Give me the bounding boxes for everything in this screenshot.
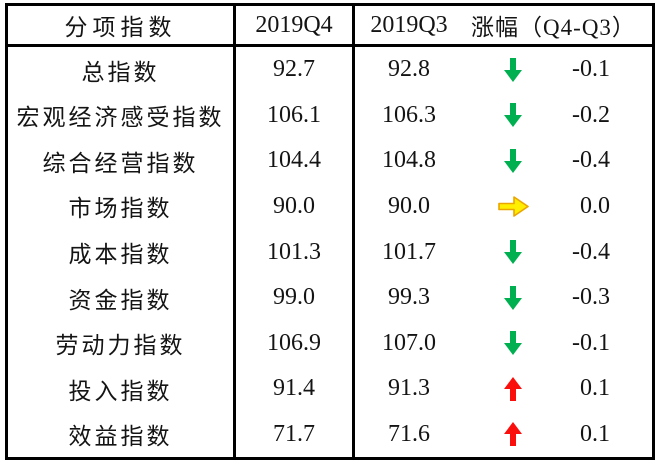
row-name: 效益指数 [8, 411, 236, 458]
row-q3-value: 101.7 [382, 238, 436, 265]
trend-arrow [463, 376, 563, 402]
down-arrow-icon [504, 285, 522, 310]
table-row: 总指数 92.7 92.8 -0.1 [8, 47, 652, 93]
table-row: 投入指数 91.4 91.3 0.1 [8, 365, 652, 412]
down-arrow-icon [504, 103, 522, 128]
row-name: 总指数 [8, 47, 236, 93]
row-q4-value: 104.4 [236, 138, 355, 184]
down-arrow-icon [504, 57, 522, 82]
row-q4-value: 90.0 [236, 183, 355, 230]
table-header-row: 分项指数 2019Q4 2019Q3 涨幅（Q4-Q3） [8, 6, 652, 47]
row-q3-value: 106.3 [382, 101, 436, 128]
row-q3-value: 91.3 [388, 375, 430, 402]
table-row: 资金指数 99.0 99.3 -0.3 [8, 274, 652, 321]
down-arrow-icon [504, 148, 522, 173]
row-change-value: -0.2 [572, 101, 610, 128]
row-name: 劳动力指数 [8, 320, 236, 366]
row-change-value: -0.3 [572, 284, 610, 311]
trend-arrow [463, 148, 563, 174]
row-q4-value: 101.3 [236, 229, 355, 275]
table-row: 宏观经济感受指数 106.1 106.3 -0.2 [8, 92, 652, 139]
row-name: 资金指数 [8, 274, 236, 321]
trend-arrow [463, 57, 563, 83]
row-change-value: 0.1 [580, 375, 610, 402]
row-name: 成本指数 [8, 229, 236, 275]
table-row: 综合经营指数 104.4 104.8 -0.4 [8, 138, 652, 184]
row-change-value: 0.0 [580, 192, 610, 219]
header-q3-and-change: 2019Q3 涨幅（Q4-Q3） [355, 6, 652, 44]
table-row: 效益指数 71.7 71.6 0.1 [8, 411, 652, 458]
row-q3-value: 71.6 [388, 420, 430, 447]
row-q3-value: 90.0 [388, 192, 430, 219]
up-arrow-icon [504, 376, 522, 401]
header-change: 涨幅（Q4-Q3） [471, 15, 636, 40]
trend-arrow [463, 102, 563, 128]
row-q4-value: 71.7 [236, 411, 355, 458]
row-name: 投入指数 [8, 365, 236, 412]
row-change-value: -0.4 [572, 238, 610, 265]
row-q4-value: 106.1 [236, 92, 355, 139]
row-q4-value: 92.7 [236, 47, 355, 93]
header-subindex: 分项指数 [8, 6, 236, 44]
down-arrow-icon [504, 240, 522, 265]
table-row: 市场指数 90.0 90.0 0.0 [8, 183, 652, 230]
row-change-value: 0.1 [580, 420, 610, 447]
row-q3-value: 99.3 [388, 284, 430, 311]
row-q3-value: 104.8 [382, 147, 436, 174]
table-row: 成本指数 101.3 101.7 -0.4 [8, 229, 652, 275]
row-change-value: -0.1 [572, 56, 610, 83]
trend-arrow [463, 421, 563, 447]
down-arrow-icon [504, 331, 522, 356]
row-name: 市场指数 [8, 183, 236, 230]
row-q4-value: 106.9 [236, 320, 355, 366]
row-q3-value: 92.8 [388, 56, 430, 83]
index-table: 分项指数 2019Q4 2019Q3 涨幅（Q4-Q3） 总指数 92.7 92… [5, 3, 655, 460]
up-arrow-icon [504, 422, 522, 447]
header-2019q3: 2019Q3 [370, 11, 448, 38]
row-q4-value: 99.0 [236, 274, 355, 321]
trend-arrow [463, 239, 563, 265]
trend-arrow [463, 285, 563, 311]
trend-arrow [463, 330, 563, 356]
right-arrow-icon [497, 196, 529, 217]
row-q3-value: 107.0 [382, 329, 436, 356]
trend-arrow [463, 195, 563, 218]
row-name: 综合经营指数 [8, 138, 236, 184]
row-change-value: -0.1 [572, 329, 610, 356]
row-change-value: -0.4 [572, 147, 610, 174]
table-row: 劳动力指数 106.9 107.0 -0.1 [8, 320, 652, 366]
row-name: 宏观经济感受指数 [8, 92, 236, 139]
row-q4-value: 91.4 [236, 365, 355, 412]
header-2019q4: 2019Q4 [236, 6, 355, 44]
